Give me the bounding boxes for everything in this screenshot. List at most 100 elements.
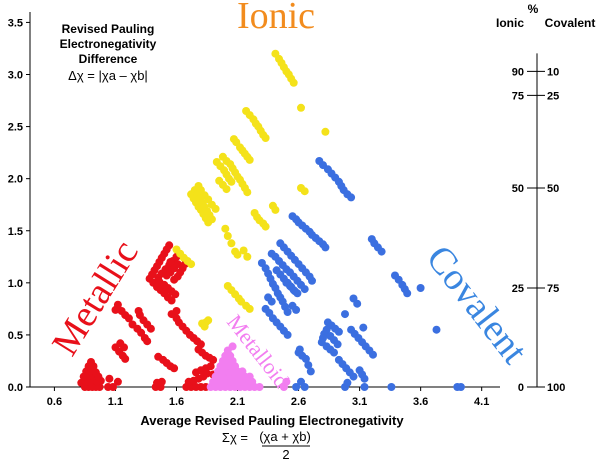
x-tick-label: 4.1: [474, 396, 489, 408]
metalloid-point: [245, 372, 254, 381]
ionic-point: [221, 224, 230, 233]
metallic-point: [113, 300, 122, 309]
ionic-point: [223, 232, 232, 240]
covalent-point: [294, 348, 303, 357]
ionic-percent-label: 90: [512, 66, 524, 78]
metallic-point: [113, 377, 122, 386]
covalent-percent-label: 10: [547, 66, 559, 78]
metallic-point: [109, 383, 117, 391]
ionic-point: [204, 316, 213, 325]
y-tick-label: 3.0: [8, 70, 23, 82]
x-tick-label: 3.6: [413, 396, 428, 408]
ionic-point: [321, 127, 330, 136]
metallic-point: [91, 368, 100, 377]
ionic-point: [233, 250, 242, 259]
ionic-point: [200, 322, 209, 331]
covalent-point: [306, 367, 315, 376]
x-formula-denominator: 2: [282, 447, 289, 462]
metalloid-point: [255, 383, 264, 391]
x-tick-label: 0.6: [47, 396, 62, 408]
ionic-percent-label: 25: [512, 283, 524, 295]
ionic-point: [300, 187, 309, 196]
x-axis-label: Average Revised Pauling Electronegativit…: [140, 413, 404, 428]
x-tick-label: 2.1: [230, 396, 245, 408]
covalent-point: [360, 383, 369, 391]
metallic-point: [124, 314, 133, 323]
x-tick-label: 2.6: [291, 396, 306, 408]
ionic-region-label: Ionic: [237, 0, 315, 37]
covalent-point: [359, 323, 368, 332]
covalent-point: [292, 383, 301, 391]
axes: 0.0 0.5 1.0 1.5 2.0 2.5 3.0 3.5 0.6 1.1 1.6 2.1 2.6 3…: [8, 12, 565, 408]
ionic-point: [245, 304, 254, 313]
covalent-point: [369, 350, 377, 359]
ionic-point: [289, 78, 298, 87]
ionic-point: [239, 246, 248, 255]
metallic-point: [206, 362, 215, 371]
covalent-point: [377, 247, 386, 256]
percent-header: %: [528, 2, 539, 16]
ionic-point: [187, 260, 196, 269]
series-covalent: [257, 157, 465, 391]
metallic-point: [146, 324, 155, 333]
covalent-point: [300, 383, 309, 391]
metallic-point: [121, 354, 130, 363]
covalent-percent-label: 100: [547, 382, 565, 394]
y-tick-label: 3.5: [8, 17, 23, 29]
covalent-point: [321, 243, 330, 252]
metallic-point: [203, 369, 211, 378]
ionic-point: [207, 215, 216, 224]
chart-title-line-2: Electronegativity: [60, 37, 157, 51]
covalent-region-label: Covalent: [418, 238, 536, 372]
x-formula-prefix: Σχ =: [222, 430, 248, 445]
covalent-point: [308, 276, 316, 285]
covalent-point: [292, 305, 301, 314]
covalent-point: [432, 325, 441, 334]
ionic-point: [243, 188, 252, 197]
covalent-point: [403, 289, 412, 298]
series-ionic: [172, 49, 330, 331]
covalent-point: [347, 193, 356, 202]
ionic-point: [243, 252, 252, 261]
ionic-point: [222, 185, 231, 194]
covalent-point: [360, 374, 369, 383]
x-tick-label: 3.1: [352, 396, 367, 408]
y-tick-label: 1.5: [8, 226, 23, 238]
covalent-percent-label: 25: [547, 90, 559, 102]
covalent-percent-label: 75: [547, 283, 559, 295]
covalent-point: [283, 308, 292, 316]
metallic-point: [170, 364, 179, 373]
data-points: [77, 49, 465, 391]
ionic-percent-header: Ionic: [496, 16, 524, 30]
ionic-point: [245, 155, 254, 164]
covalent-point: [349, 372, 358, 381]
metalloid-point: [238, 367, 247, 376]
covalent-point: [387, 383, 396, 391]
covalent-percent-label: 50: [547, 183, 559, 195]
x-tick-label: 1.6: [169, 396, 184, 408]
ionic-point: [297, 103, 305, 112]
covalent-point: [333, 340, 342, 349]
ionic-point: [227, 177, 236, 186]
y-tick-label: 1.0: [8, 278, 23, 290]
covalent-point: [267, 297, 276, 306]
covalent-point: [300, 285, 309, 294]
metallic-point: [165, 241, 174, 250]
x-formula-numerator: (χa + χb): [259, 429, 311, 444]
ionic-point: [271, 205, 280, 214]
metallic-point: [171, 290, 180, 299]
metallic-region-label: Metallic: [44, 233, 147, 363]
y-tick-label: 2.0: [8, 174, 23, 186]
ionic-point: [261, 134, 270, 142]
covalent-point: [343, 378, 352, 387]
covalent-point: [283, 330, 292, 339]
y-tick-label: 0.5: [8, 330, 23, 342]
chart-title-line-1: Revised Pauling: [62, 22, 155, 36]
ionic-point: [211, 204, 220, 213]
metallic-point: [167, 296, 176, 305]
ionic-percent-label: 50: [512, 183, 524, 195]
ionic-percent-label: 75: [512, 90, 524, 102]
metallic-point: [209, 355, 218, 364]
metallic-point: [105, 374, 114, 383]
